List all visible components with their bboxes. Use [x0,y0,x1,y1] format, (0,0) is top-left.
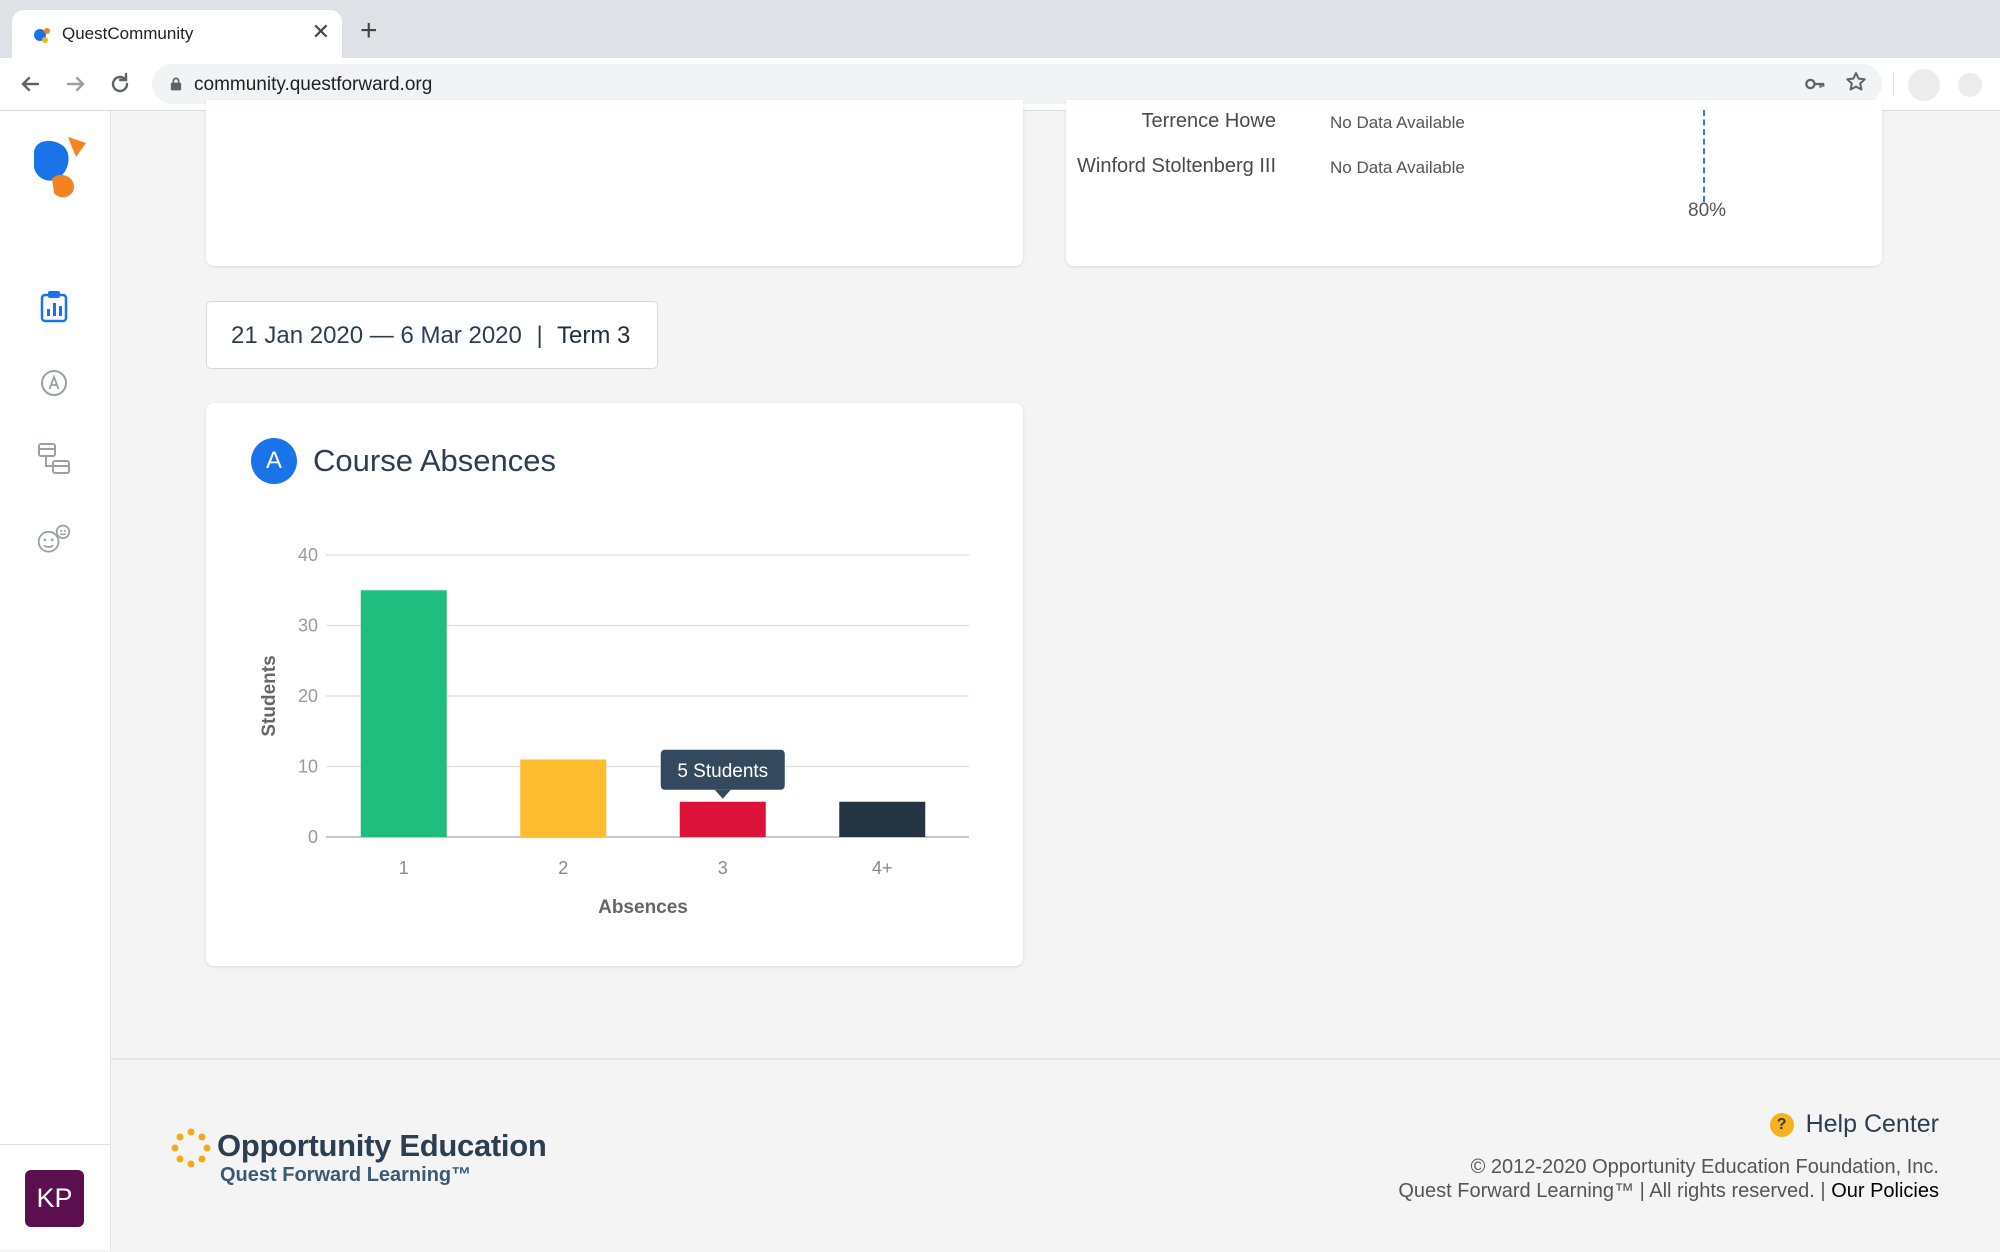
bookmark-star-icon[interactable] [1844,70,1868,94]
threshold-label: 80% [1688,200,1727,221]
bar-4+[interactable] [839,801,926,837]
grades-icon[interactable] [36,365,72,401]
student-name[interactable]: Winford Stoltenberg III [1077,155,1276,177]
tooltip-box [660,749,785,790]
term-separator: | [536,322,543,349]
browser-tab-strip: QuestCommunity ✕ + [0,0,2000,58]
tab-close-icon[interactable]: ✕ [311,19,330,44]
absences-bar-chart: 0 10 20 30 40 1 2 3 5 Students 4+ Absences Students [259,545,969,918]
page-footer: Opportunity Education Quest Forward Lear… [111,1058,2000,1252]
quest-favicon-icon [34,28,50,43]
key-icon[interactable] [1804,73,1826,95]
card-title: Course Absences [313,443,556,478]
our-policies-link[interactable]: Our Policies [1831,1180,1939,1202]
student-value: No Data Available [1330,158,1465,177]
user-avatar[interactable]: KP [25,1170,84,1227]
student-name[interactable]: Terrence Howe [1141,110,1276,132]
profile-icon[interactable] [1908,69,1940,101]
extension-icon[interactable] [1958,73,1982,97]
help-icon: ? [1769,1113,1794,1137]
toolbar-separator [1893,72,1894,96]
app-sidebar: KP [0,111,111,1250]
x-axis-label: Absences [598,897,688,918]
date-range: 21 Jan 2020 — 6 Mar 2020 [231,322,522,349]
y-tick-label: 10 [298,757,318,777]
opportunity-education-logo-icon [171,1128,211,1168]
student-row: Winford Stoltenberg III No Data Availabl… [1066,155,1882,185]
bar-1[interactable] [360,590,447,837]
y-tick-label: 0 [308,827,318,847]
courses-icon[interactable] [36,441,72,477]
term-selector[interactable]: 21 Jan 2020 — 6 Mar 2020 | Term 3 [206,301,658,369]
bar-3[interactable] [679,801,766,837]
term-text: 21 Jan 2020 — 6 Mar 2020 | Term 3 [231,322,630,350]
tooltip-arrow [714,789,731,799]
browser-tab[interactable]: QuestCommunity ✕ [12,10,342,58]
rights-label: Quest Forward Learning™ | All rights res… [1398,1180,1826,1202]
x-tick-label: 3 [718,858,728,878]
copyright-text: © 2012-2020 Opportunity Education Founda… [1470,1156,1939,1178]
quest-logo-icon[interactable] [28,135,92,207]
address-bar[interactable]: community.questforward.org [152,64,1882,104]
y-tick-label: 20 [298,686,318,706]
term-label: Term 3 [557,322,631,349]
y-tick-label: 40 [298,545,318,565]
top-left-card [206,100,1023,266]
students-icon[interactable] [36,521,72,557]
back-arrow-icon[interactable] [16,70,44,98]
student-progress-card: Terrence Howe No Data Available Winford … [1066,100,1882,266]
x-tick-label: 1 [399,858,409,878]
footer-tagline: Quest Forward Learning™ [220,1164,472,1186]
forward-arrow-icon[interactable] [62,70,90,98]
url-text[interactable]: community.questforward.org [194,74,433,95]
y-axis-label: Students [259,655,280,736]
reload-icon[interactable] [106,70,134,98]
x-tick-label: 2 [558,858,568,878]
tab-title: QuestCommunity [62,24,194,43]
dashboard-icon[interactable] [36,289,72,325]
bar-2[interactable] [520,759,607,837]
new-tab-icon[interactable]: + [360,14,378,47]
y-tick-label: 30 [298,616,318,636]
sidebar-divider [0,1144,110,1145]
rights-text: Quest Forward Learning™ | All rights res… [1398,1180,1939,1203]
footer-org-name: Opportunity Education [217,1128,547,1163]
threshold-line [1703,110,1705,202]
tooltip-text: 5 Students [677,761,768,782]
help-center-label: Help Center [1805,1110,1939,1138]
x-tick-label: 4+ [872,858,893,878]
student-row: Terrence Howe No Data Available [1066,110,1882,140]
card-badge: A [251,438,297,484]
course-absences-card: A Course Absences 0 10 20 30 40 1 2 3 5 Students… [206,403,1023,966]
student-value: No Data Available [1330,113,1465,132]
help-center-link[interactable]: ? Help Center [1769,1110,1939,1139]
lock-icon [170,77,182,91]
